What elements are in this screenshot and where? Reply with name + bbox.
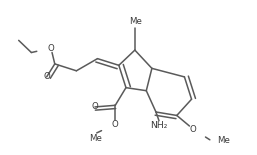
Text: Me: Me bbox=[89, 135, 102, 144]
Text: O: O bbox=[112, 120, 119, 129]
Text: O: O bbox=[190, 125, 197, 134]
Text: O: O bbox=[48, 44, 54, 53]
Text: NH₂: NH₂ bbox=[150, 121, 168, 130]
Text: O: O bbox=[91, 102, 98, 111]
Text: Me: Me bbox=[129, 17, 142, 26]
Text: O: O bbox=[43, 72, 50, 81]
Text: Me: Me bbox=[217, 136, 230, 145]
